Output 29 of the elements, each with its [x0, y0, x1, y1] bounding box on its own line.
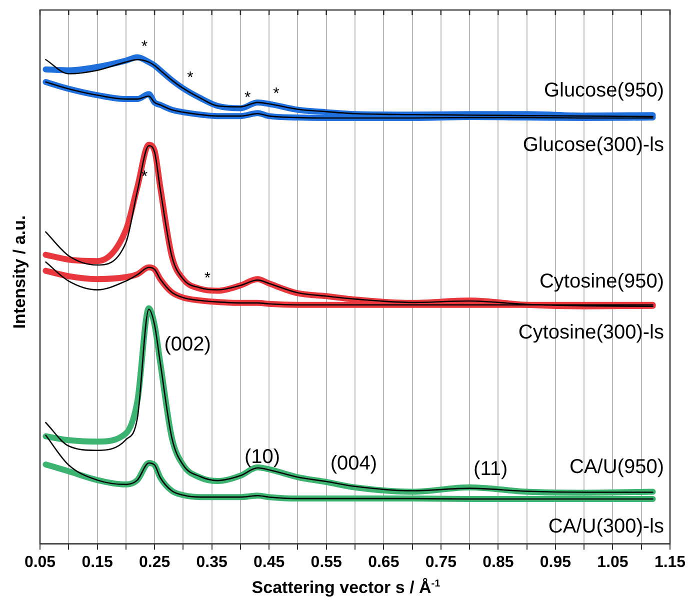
x-tick-label: 0.75: [425, 554, 457, 571]
series-label: Cytosine(300)-ls: [518, 321, 664, 344]
series-label: Cytosine(950): [539, 270, 664, 292]
x-tick-label: 0.45: [254, 554, 285, 571]
annotation: *: [273, 85, 280, 102]
y-axis-title: Intensity / a.u.: [10, 214, 30, 331]
annotation: *: [244, 90, 251, 107]
x-tick-label: 0.35: [196, 554, 228, 571]
x-axis-title: Scattering vector s / Å$^{-1}$: [250, 578, 442, 598]
series-label: Glucose(300)-ls: [522, 134, 664, 156]
x-tick-label: 0.65: [368, 554, 400, 571]
x-tick-label: 0.85: [482, 554, 514, 571]
annotation: *: [187, 70, 194, 87]
x-tick-label: 0.05: [24, 554, 56, 571]
x-tick-label: 0.55: [310, 554, 342, 571]
x-tick-label: 1.15: [654, 554, 686, 571]
x-tick-label: 0.25: [138, 554, 170, 571]
annotation: *: [204, 270, 211, 288]
annotation: *: [141, 38, 148, 56]
x-tick-label: 0.95: [540, 554, 572, 571]
x-tick-label: 1.05: [597, 554, 628, 571]
annotation: (11): [474, 458, 508, 480]
annotation: (004): [330, 452, 378, 475]
series-label: CA/U(300)-ls: [548, 516, 664, 538]
annotation: (002): [164, 333, 211, 356]
series-label: CA/U(950): [570, 456, 664, 478]
annotation: (10): [244, 446, 280, 468]
x-tick-label: 0.15: [82, 554, 113, 571]
series-label: Glucose(950): [544, 80, 664, 102]
